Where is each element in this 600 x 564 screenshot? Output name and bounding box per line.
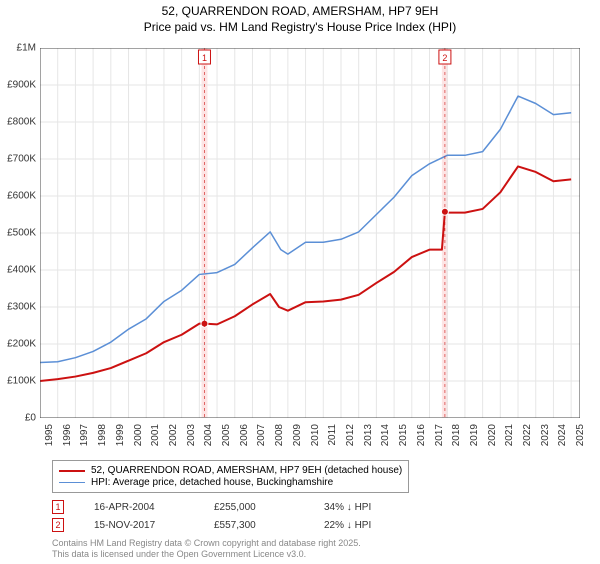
x-tick-label: 1999 (115, 424, 126, 446)
annotation-marker: 2 (52, 518, 64, 532)
x-tick-label: 2014 (380, 424, 391, 446)
x-tick-label: 2023 (540, 424, 551, 446)
chart-title: 52, QUARRENDON ROAD, AMERSHAM, HP7 9EH P… (0, 4, 600, 35)
chart-plot-area: 12 (40, 48, 580, 418)
annotation-delta: 22% ↓ HPI (324, 520, 371, 531)
x-tick-label: 2010 (310, 424, 321, 446)
x-tick-label: 2006 (239, 424, 250, 446)
chart-svg: 12 (40, 48, 580, 418)
legend-item: 52, QUARRENDON ROAD, AMERSHAM, HP7 9EH (… (59, 465, 402, 476)
y-tick-label: £0 (25, 413, 36, 424)
x-tick-label: 2022 (522, 424, 533, 446)
svg-text:1: 1 (202, 53, 207, 63)
footer: Contains HM Land Registry data © Crown c… (52, 538, 361, 560)
x-tick-label: 2013 (363, 424, 374, 446)
annotation-marker: 1 (52, 500, 64, 514)
x-tick-label: 2002 (168, 424, 179, 446)
legend-item: HPI: Average price, detached house, Buck… (59, 477, 402, 488)
x-tick-label: 2020 (487, 424, 498, 446)
y-tick-label: £400K (7, 265, 36, 276)
y-tick-label: £700K (7, 154, 36, 165)
x-tick-label: 1998 (97, 424, 108, 446)
annotation-row: 1 16-APR-2004 £255,000 34% ↓ HPI (52, 498, 371, 516)
x-tick-label: 2000 (133, 424, 144, 446)
y-tick-label: £300K (7, 302, 36, 313)
title-line2: Price paid vs. HM Land Registry's House … (0, 20, 600, 36)
annotation-price: £255,000 (214, 502, 294, 513)
x-axis-labels: 1995 1996 1997 1998 1999 2000 2001 2002 2003 2004… (40, 422, 580, 462)
x-tick-label: 1996 (62, 424, 73, 446)
legend-swatch (59, 482, 85, 483)
y-tick-label: £600K (7, 191, 36, 202)
x-tick-label: 2012 (345, 424, 356, 446)
footer-line1: Contains HM Land Registry data © Crown c… (52, 538, 361, 549)
x-tick-label: 2003 (186, 424, 197, 446)
annotation-row: 2 15-NOV-2017 £557,300 22% ↓ HPI (52, 516, 371, 534)
y-tick-label: £900K (7, 80, 36, 91)
x-tick-label: 1997 (79, 424, 90, 446)
y-tick-label: £1M (17, 43, 36, 54)
y-tick-label: £100K (7, 376, 36, 387)
legend-label: 52, QUARRENDON ROAD, AMERSHAM, HP7 9EH (… (91, 465, 402, 476)
x-tick-label: 2017 (434, 424, 445, 446)
legend-swatch (59, 470, 85, 472)
x-tick-label: 2011 (327, 424, 338, 446)
x-tick-label: 2025 (575, 424, 586, 446)
annotation-delta: 34% ↓ HPI (324, 502, 371, 513)
x-tick-label: 2024 (557, 424, 568, 446)
x-tick-label: 2008 (274, 424, 285, 446)
x-tick-label: 2001 (150, 424, 161, 446)
x-tick-label: 2019 (469, 424, 480, 446)
annotation-price: £557,300 (214, 520, 294, 531)
svg-text:2: 2 (442, 53, 447, 63)
legend: 52, QUARRENDON ROAD, AMERSHAM, HP7 9EH (… (52, 460, 409, 493)
y-tick-label: £500K (7, 228, 36, 239)
x-tick-label: 2016 (416, 424, 427, 446)
y-tick-label: £800K (7, 117, 36, 128)
x-tick-label: 2005 (221, 424, 232, 446)
x-tick-label: 2007 (256, 424, 267, 446)
y-axis-labels: £0£100K£200K£300K£400K£500K£600K£700K£80… (0, 48, 38, 418)
x-tick-label: 2004 (203, 424, 214, 446)
legend-label: HPI: Average price, detached house, Buck… (91, 477, 333, 488)
x-tick-label: 1995 (44, 424, 55, 446)
annotation-date: 16-APR-2004 (94, 502, 184, 513)
title-line1: 52, QUARRENDON ROAD, AMERSHAM, HP7 9EH (0, 4, 600, 20)
annotation-table: 1 16-APR-2004 £255,000 34% ↓ HPI 2 15-NOV-201… (52, 498, 371, 534)
x-tick-label: 2015 (398, 424, 409, 446)
footer-line2: This data is licensed under the Open Gov… (52, 549, 361, 560)
x-tick-label: 2021 (504, 424, 515, 446)
annotation-date: 15-NOV-2017 (94, 520, 184, 531)
x-tick-label: 2009 (292, 424, 303, 446)
x-tick-label: 2018 (451, 424, 462, 446)
y-tick-label: £200K (7, 339, 36, 350)
